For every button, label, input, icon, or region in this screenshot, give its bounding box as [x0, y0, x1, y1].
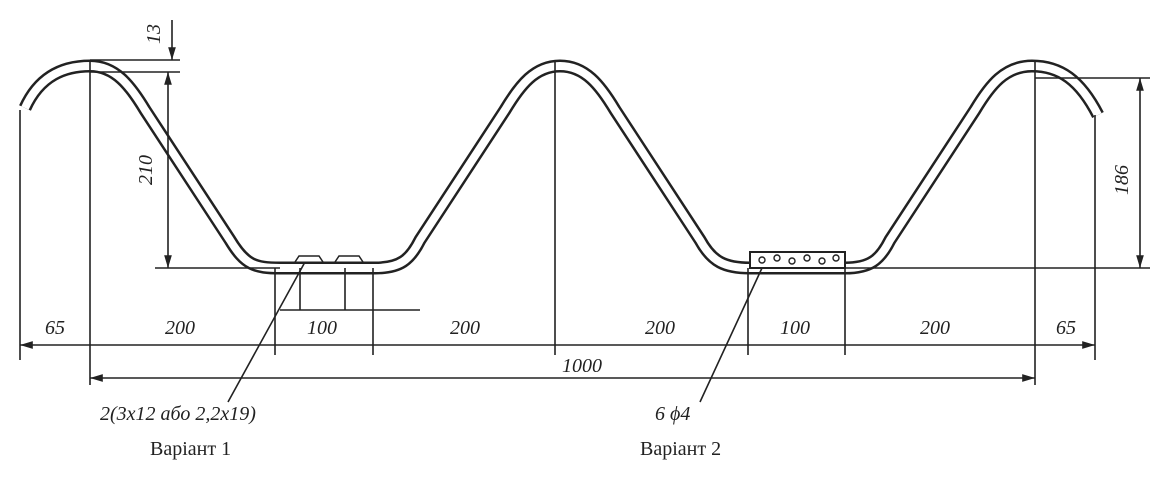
depth: 210 [135, 155, 157, 185]
dimension-lines [19, 20, 1150, 403]
callout-variant: Варіант 2 [640, 438, 721, 460]
labels: 13 210 186 65 200 100 200 200 100 200 65… [45, 24, 1133, 460]
crest-offset: 13 [143, 24, 165, 44]
height: 186 [1111, 165, 1133, 195]
width: 200 [165, 317, 195, 339]
variant-1-ribs [294, 255, 364, 263]
width: 100 [780, 317, 810, 339]
width: 200 [450, 317, 480, 339]
variant-2-insert [749, 251, 846, 269]
callout-variant: Варіант 1 [150, 438, 231, 460]
width: 65 [45, 317, 65, 339]
callout-spec: 6 ϕ4 [655, 403, 690, 425]
width: 65 [1056, 317, 1076, 339]
width: 200 [645, 317, 675, 339]
width: 100 [307, 317, 337, 339]
callout-spec: 2(3x12 або 2,2x19) [100, 403, 256, 425]
total-width: 1000 [562, 355, 602, 377]
width: 200 [920, 317, 950, 339]
profile [19, 59, 1104, 275]
